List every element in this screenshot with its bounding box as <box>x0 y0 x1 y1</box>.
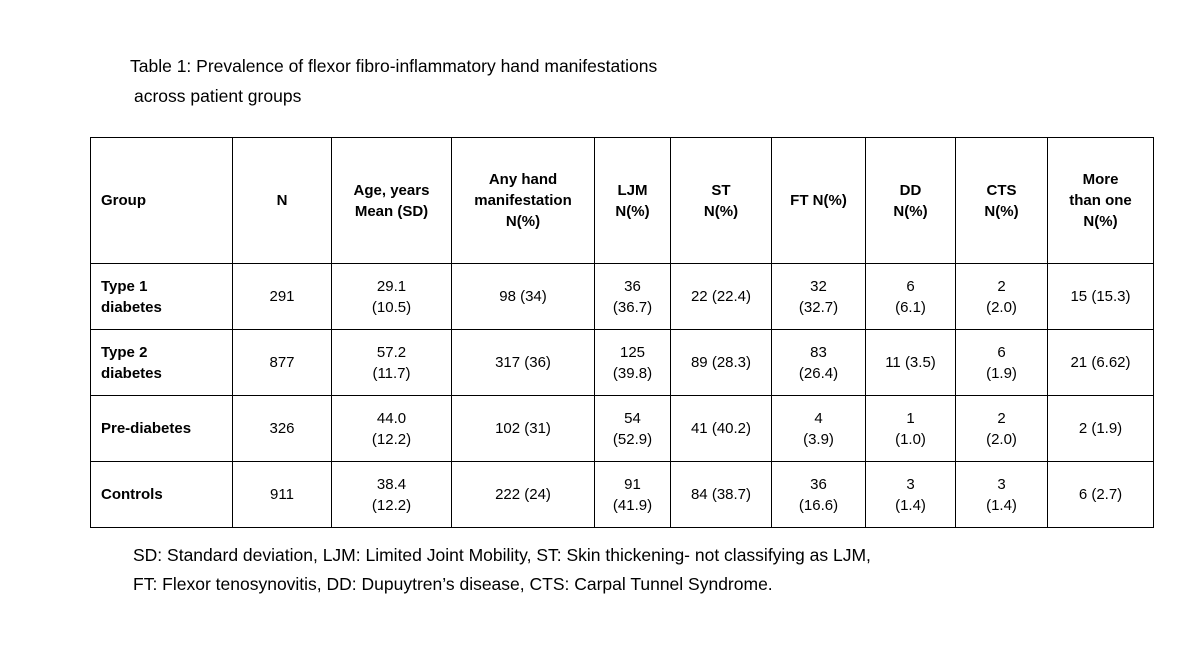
table-row-type2-diabetes: Type 2 diabetes 877 57.2 (11.7) 317 (36)… <box>90 329 1154 396</box>
cell-cts: 6 (1.9) <box>955 329 1048 396</box>
footnote-line1: SD: Standard deviation, LJM: Limited Joi… <box>133 545 871 565</box>
cell-ft: 32 (32.7) <box>771 263 866 330</box>
cell-more-than-one: 6 (2.7) <box>1047 461 1154 528</box>
col-header-n: N <box>232 137 332 264</box>
cell-ft: 4 (3.9) <box>771 395 866 462</box>
cell-dd: 11 (3.5) <box>865 329 956 396</box>
table-caption: Table 1: Prevalence of flexor fibro-infl… <box>130 51 657 111</box>
col-header-ft: FT N(%) <box>771 137 866 264</box>
col-header-st: ST N(%) <box>670 137 772 264</box>
cell-n: 326 <box>232 395 332 462</box>
cell-n: 877 <box>232 329 332 396</box>
row-label: Type 2 diabetes <box>90 329 233 396</box>
table-caption-line2: across patient groups <box>134 86 302 106</box>
row-label: Type 1 diabetes <box>90 263 233 330</box>
cell-n: 911 <box>232 461 332 528</box>
cell-ft: 83 (26.4) <box>771 329 866 396</box>
cell-st: 84 (38.7) <box>670 461 772 528</box>
col-header-dd: DD N(%) <box>865 137 956 264</box>
cell-age: 29.1 (10.5) <box>331 263 452 330</box>
cell-dd: 6 (6.1) <box>865 263 956 330</box>
cell-age: 38.4 (12.2) <box>331 461 452 528</box>
table-row-type1-diabetes: Type 1 diabetes 291 29.1 (10.5) 98 (34) … <box>90 263 1154 330</box>
col-header-group: Group <box>90 137 233 264</box>
cell-any-hand: 98 (34) <box>451 263 595 330</box>
cell-st: 41 (40.2) <box>670 395 772 462</box>
footnote-line2: FT: Flexor tenosynovitis, DD: Dupuytren’… <box>133 574 773 594</box>
col-header-age: Age, years Mean (SD) <box>331 137 452 264</box>
row-label: Pre-diabetes <box>90 395 233 462</box>
cell-cts: 2 (2.0) <box>955 263 1048 330</box>
table-caption-line1: Table 1: Prevalence of flexor fibro-infl… <box>130 56 658 76</box>
cell-st: 22 (22.4) <box>670 263 772 330</box>
row-label: Controls <box>90 461 233 528</box>
cell-ljm: 125 (39.8) <box>594 329 671 396</box>
col-header-any-hand: Any hand manifestation N(%) <box>451 137 595 264</box>
table-footnote: SD: Standard deviation, LJM: Limited Joi… <box>133 541 871 599</box>
cell-more-than-one: 21 (6.62) <box>1047 329 1154 396</box>
col-header-more-than-one: More than one N(%) <box>1047 137 1154 264</box>
cell-ljm: 36 (36.7) <box>594 263 671 330</box>
cell-any-hand: 222 (24) <box>451 461 595 528</box>
prevalence-table: Group N Age, years Mean (SD) Any hand ma… <box>90 137 1154 528</box>
cell-any-hand: 102 (31) <box>451 395 595 462</box>
table-header-row: Group N Age, years Mean (SD) Any hand ma… <box>90 137 1154 264</box>
cell-cts: 3 (1.4) <box>955 461 1048 528</box>
cell-dd: 1 (1.0) <box>865 395 956 462</box>
col-header-ljm: LJM N(%) <box>594 137 671 264</box>
cell-cts: 2 (2.0) <box>955 395 1048 462</box>
cell-ljm: 54 (52.9) <box>594 395 671 462</box>
cell-age: 57.2 (11.7) <box>331 329 452 396</box>
cell-st: 89 (28.3) <box>670 329 772 396</box>
cell-more-than-one: 15 (15.3) <box>1047 263 1154 330</box>
cell-age: 44.0 (12.2) <box>331 395 452 462</box>
cell-n: 291 <box>232 263 332 330</box>
cell-ljm: 91 (41.9) <box>594 461 671 528</box>
cell-more-than-one: 2 (1.9) <box>1047 395 1154 462</box>
cell-any-hand: 317 (36) <box>451 329 595 396</box>
cell-ft: 36 (16.6) <box>771 461 866 528</box>
table-row-pre-diabetes: Pre-diabetes 326 44.0 (12.2) 102 (31) 54… <box>90 395 1154 462</box>
cell-dd: 3 (1.4) <box>865 461 956 528</box>
table-row-controls: Controls 911 38.4 (12.2) 222 (24) 91 (41… <box>90 461 1154 528</box>
col-header-cts: CTS N(%) <box>955 137 1048 264</box>
